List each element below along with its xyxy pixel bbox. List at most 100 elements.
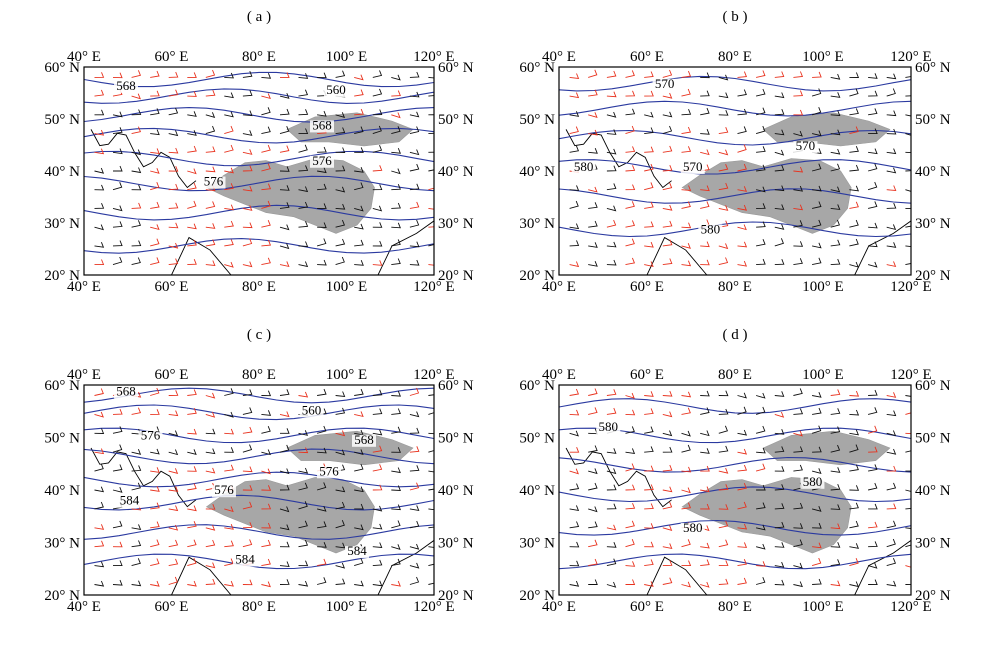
- geopotential-contour: [84, 88, 434, 104]
- wind-barb-highlighted: [150, 182, 160, 191]
- wind-barb: [774, 446, 785, 453]
- wind-barb: [316, 482, 327, 491]
- wind-barb: [588, 445, 598, 453]
- wind-barb: [755, 125, 766, 135]
- wind-barb: [279, 108, 290, 116]
- wind-barb: [830, 484, 841, 491]
- wind-barb: [94, 501, 104, 510]
- wind-barb-highlighted: [569, 126, 579, 135]
- wind-barb-highlighted: [168, 258, 179, 266]
- wind-barb-highlighted: [774, 71, 785, 78]
- wind-barb: [569, 505, 580, 511]
- longitude-tick-label-top: 120° E: [413, 367, 454, 383]
- wind-barb: [606, 205, 617, 212]
- wind-barb-highlighted: [718, 127, 729, 135]
- wind-barb: [793, 464, 803, 472]
- wind-barb: [205, 448, 216, 455]
- wind-barb-highlighted: [737, 523, 748, 530]
- wind-barb: [700, 72, 710, 79]
- wind-barb: [224, 388, 234, 396]
- wind-barb-highlighted: [205, 69, 216, 78]
- wind-barb-highlighted: [812, 542, 822, 549]
- wind-barb: [428, 488, 434, 491]
- wind-barb: [372, 408, 383, 415]
- wind-barb-highlighted: [298, 447, 309, 454]
- wind-barb: [755, 543, 766, 550]
- geopotential-contour: [84, 71, 434, 88]
- wind-barb-highlighted: [205, 392, 216, 399]
- wind-barb: [317, 447, 327, 454]
- wind-barb: [811, 219, 822, 228]
- wind-barb: [409, 163, 420, 172]
- wind-barb: [354, 503, 364, 510]
- wind-barb-highlighted: [242, 185, 253, 192]
- wind-barb-highlighted: [662, 560, 673, 567]
- wind-barb: [409, 543, 420, 550]
- wind-barb-highlighted: [905, 412, 911, 415]
- wind-barb: [606, 484, 617, 491]
- wind-barb-highlighted: [662, 165, 673, 172]
- longitude-tick-label-bottom: 80° E: [242, 599, 276, 615]
- wind-barb-highlighted: [242, 149, 253, 155]
- wind-barb: [905, 584, 911, 586]
- wind-barb: [886, 73, 897, 80]
- wind-barb: [849, 543, 860, 549]
- wind-barb: [867, 181, 878, 191]
- wind-barb-highlighted: [224, 239, 234, 247]
- wind-barb-highlighted: [187, 239, 197, 247]
- wind-barb: [774, 466, 785, 472]
- wind-barb-highlighted: [168, 89, 179, 97]
- wind-barb: [681, 444, 691, 453]
- wind-barb: [700, 390, 710, 397]
- wind-barb: [261, 126, 271, 135]
- wind-barb-highlighted: [391, 580, 401, 587]
- wind-barb: [428, 132, 434, 135]
- latitude-tick-label-right: 60° N: [915, 60, 951, 76]
- coastline: [90, 447, 197, 508]
- wind-barb: [261, 73, 272, 79]
- wind-barb-highlighted: [662, 145, 673, 153]
- wind-barb-highlighted: [335, 430, 346, 437]
- wind-barb: [335, 501, 346, 510]
- coastline: [171, 556, 232, 595]
- longitude-tick-label-bottom: 60° E: [155, 279, 189, 295]
- wind-barb: [812, 446, 822, 453]
- wind-barb: [830, 467, 841, 473]
- wind-barb: [94, 463, 104, 472]
- wind-barb-highlighted: [718, 182, 729, 191]
- wind-barb: [131, 184, 142, 191]
- wind-barb: [372, 559, 383, 567]
- wind-barb: [569, 580, 580, 587]
- wind-barb: [905, 489, 911, 492]
- wind-barb: [428, 546, 434, 548]
- wind-barb: [131, 149, 142, 156]
- wind-barb: [112, 444, 123, 453]
- wind-barb-highlighted: [187, 182, 197, 191]
- wind-barb: [409, 562, 420, 569]
- wind-barb-highlighted: [737, 241, 748, 248]
- wind-barb: [279, 444, 290, 453]
- wind-barb: [335, 449, 346, 456]
- coastline: [646, 556, 708, 595]
- wind-barb-highlighted: [569, 468, 579, 475]
- wind-barb-highlighted: [718, 578, 729, 585]
- wind-barb: [812, 201, 822, 209]
- wind-barb: [606, 542, 617, 548]
- wind-barb-highlighted: [662, 390, 673, 397]
- wind-barb-highlighted: [644, 71, 654, 78]
- wind-barb: [335, 186, 346, 193]
- wind-barb-highlighted: [830, 523, 841, 530]
- latitude-tick-label-left: 20° N: [44, 588, 80, 604]
- wind-barb: [205, 112, 216, 118]
- wind-barb-highlighted: [242, 222, 253, 229]
- wind-barb: [905, 225, 911, 228]
- wind-barb: [756, 146, 766, 153]
- longitude-tick-label-top: 40° E: [542, 49, 576, 65]
- latitude-tick-label-left: 30° N: [519, 216, 555, 232]
- wind-barb: [428, 412, 434, 415]
- wind-barb-highlighted: [868, 521, 878, 529]
- wind-barb-highlighted: [644, 559, 654, 567]
- latitude-tick-label-left: 50° N: [519, 431, 555, 447]
- wind-barb: [886, 448, 897, 455]
- wind-barb: [625, 426, 635, 434]
